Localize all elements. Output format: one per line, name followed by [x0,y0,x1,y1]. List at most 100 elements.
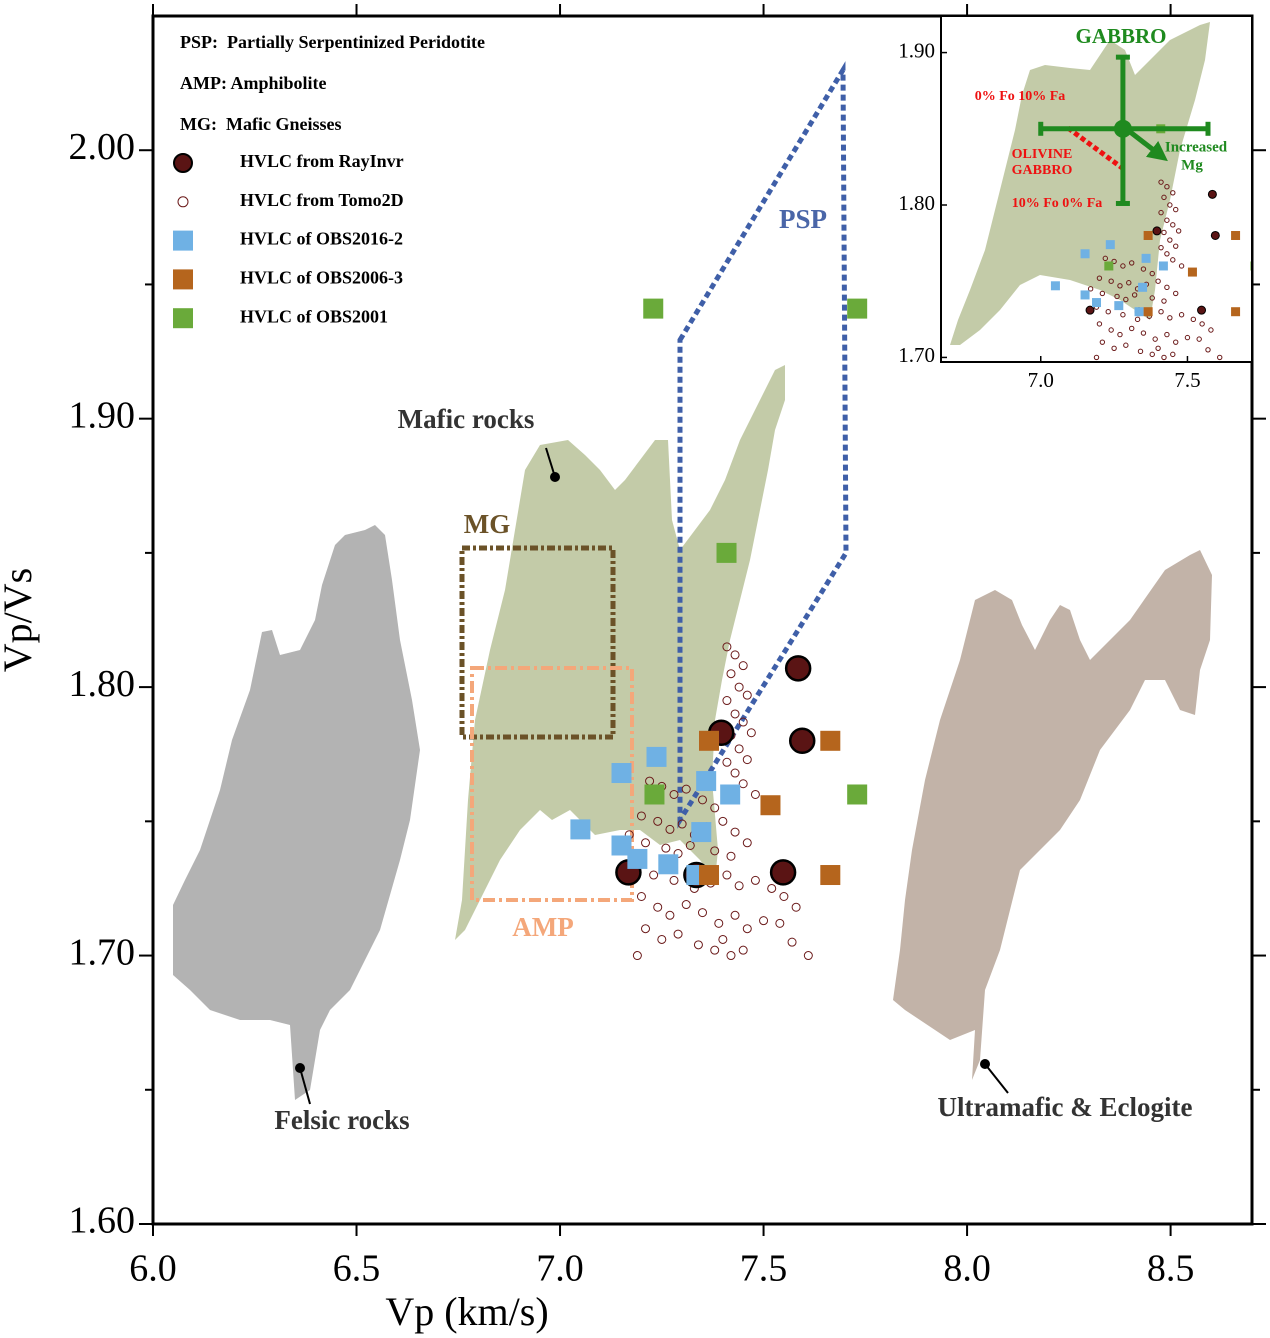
leader-line [984,1063,1009,1094]
point [1164,331,1170,338]
point [1129,325,1135,332]
point [699,865,720,886]
point [636,811,646,821]
inset-label: GABBRO [1075,24,1166,48]
annotation: PSP [779,204,827,234]
point [1117,331,1123,338]
point [1155,278,1161,284]
point [1111,345,1117,351]
psp-box [677,61,849,829]
point [1167,237,1173,243]
point [710,803,720,813]
inset-points [1050,124,1252,361]
point [722,696,732,706]
gabbro-center [1113,119,1132,138]
point [691,822,712,843]
point [820,865,841,886]
inset-x-tick-label: 7.0 [1028,368,1054,392]
plot-frame [151,14,1254,1226]
legend-label: HVLC from Tomo2D [240,190,404,210]
data-points [570,298,868,961]
point [1173,243,1179,249]
point [681,784,691,794]
point [730,910,740,920]
legend-marker [173,308,193,329]
point [1164,284,1170,291]
point [803,951,813,961]
point [726,669,736,679]
inset-frame [940,15,1253,363]
point [746,728,756,738]
point [1114,293,1120,300]
point [738,779,748,789]
point [759,916,769,926]
point [1231,230,1241,240]
point [1104,261,1114,271]
inset-label: Mg [1181,157,1203,173]
point [696,771,717,792]
point [1158,179,1164,185]
y-tick-label: 1.60 [69,1200,136,1242]
note: AMP: Amphibolite [180,73,327,93]
point [1140,266,1147,272]
point [1187,267,1197,277]
point [1164,217,1170,223]
point [730,709,740,719]
x-tick-label: 7.0 [536,1248,584,1290]
point [1164,184,1170,190]
point [1141,253,1151,263]
point [649,870,659,880]
point [1167,202,1173,208]
point [658,854,679,875]
point [661,843,671,853]
point [1231,307,1241,317]
point [738,661,748,671]
point [720,784,741,805]
inset-y-tick-label: 1.70 [898,343,935,367]
point [730,827,740,837]
point [1099,290,1106,297]
point [1085,305,1095,315]
point [1205,347,1211,353]
point [1092,298,1101,308]
legend-marker [173,153,193,173]
point [1158,309,1164,315]
point [657,934,667,944]
point [722,642,732,652]
y-tick-label: 1.80 [69,663,136,705]
point [1208,327,1214,333]
point [698,908,707,918]
point [1138,282,1148,292]
leader-line [545,447,556,478]
point [734,744,744,754]
point [718,934,728,944]
point [1096,321,1103,327]
point [1217,354,1223,361]
point [791,902,801,912]
inset-mafic-region [950,22,1210,345]
point [1120,263,1126,269]
note: PSP: Partially Serpentinized Peridotite [180,32,485,52]
x-tick-label: 8.0 [943,1248,991,1290]
legend-label: HVLC of OBS2016-2 [240,229,403,249]
point [611,763,632,784]
point [1170,257,1176,263]
point [1164,251,1170,257]
x-tick-label: 6.5 [333,1248,381,1290]
point [1207,189,1217,199]
point [653,816,663,826]
point [1134,316,1141,323]
point [1173,339,1179,345]
point [673,929,683,939]
legend-label: HVLC from RayInvr [240,151,404,171]
point [1050,281,1060,291]
point [1178,312,1185,318]
point [1131,292,1138,298]
point [1149,270,1155,277]
point [665,824,675,834]
point [1170,351,1176,358]
olivine-line [1066,125,1127,173]
point [742,690,752,700]
y-tick-label: 1.70 [69,931,136,973]
